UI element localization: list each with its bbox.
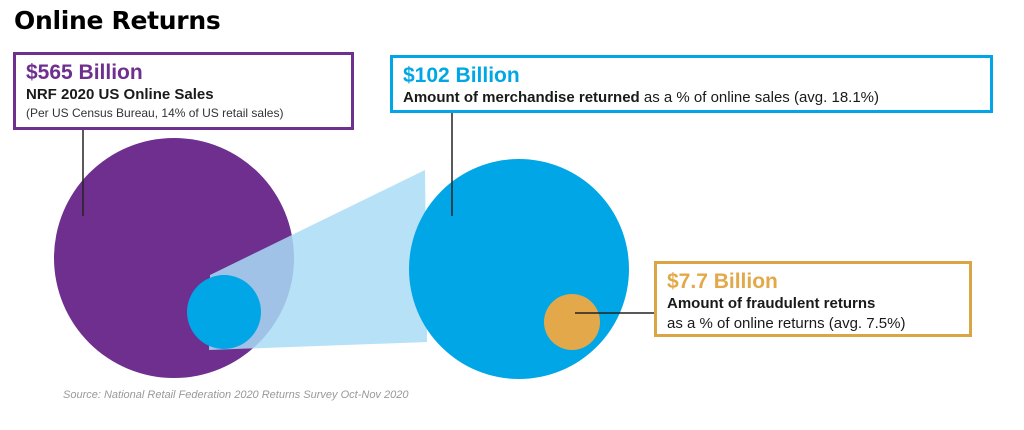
fraud-label: Amount of fraudulent returns <box>667 295 876 312</box>
fraud-sub: as a % of online returns (avg. 7.5%) <box>667 315 906 332</box>
online-sales-note: (Per US Census Bureau, 14% of US retail … <box>26 106 284 120</box>
fraud-amount: $7.7 Billion <box>667 270 778 293</box>
fraud-circle <box>544 294 600 350</box>
returns-label: Amount of merchandise returned as a % of… <box>403 88 980 108</box>
fraud-callout: $7.7 Billion Amount of fraudulent return… <box>654 261 972 337</box>
returns-circle <box>409 159 629 379</box>
online-sales-label: NRF 2020 US Online Sales <box>26 86 214 103</box>
page-title: Online Returns <box>14 6 221 35</box>
source-note: Source: National Retail Federation 2020 … <box>63 389 409 401</box>
returns-share-circle <box>187 275 261 349</box>
returns-callout: $102 Billion Amount of merchandise retur… <box>390 55 993 113</box>
zoom-funnel <box>209 170 427 350</box>
returns-label-bold: Amount of merchandise returned <box>403 89 640 106</box>
online-sales-callout: $565 Billion NRF 2020 US Online Sales (P… <box>13 52 354 130</box>
returns-label-rest: as a % of online sales (avg. 18.1%) <box>639 89 879 106</box>
online-sales-amount: $565 Billion <box>26 61 143 84</box>
returns-amount: $102 Billion <box>403 64 520 87</box>
